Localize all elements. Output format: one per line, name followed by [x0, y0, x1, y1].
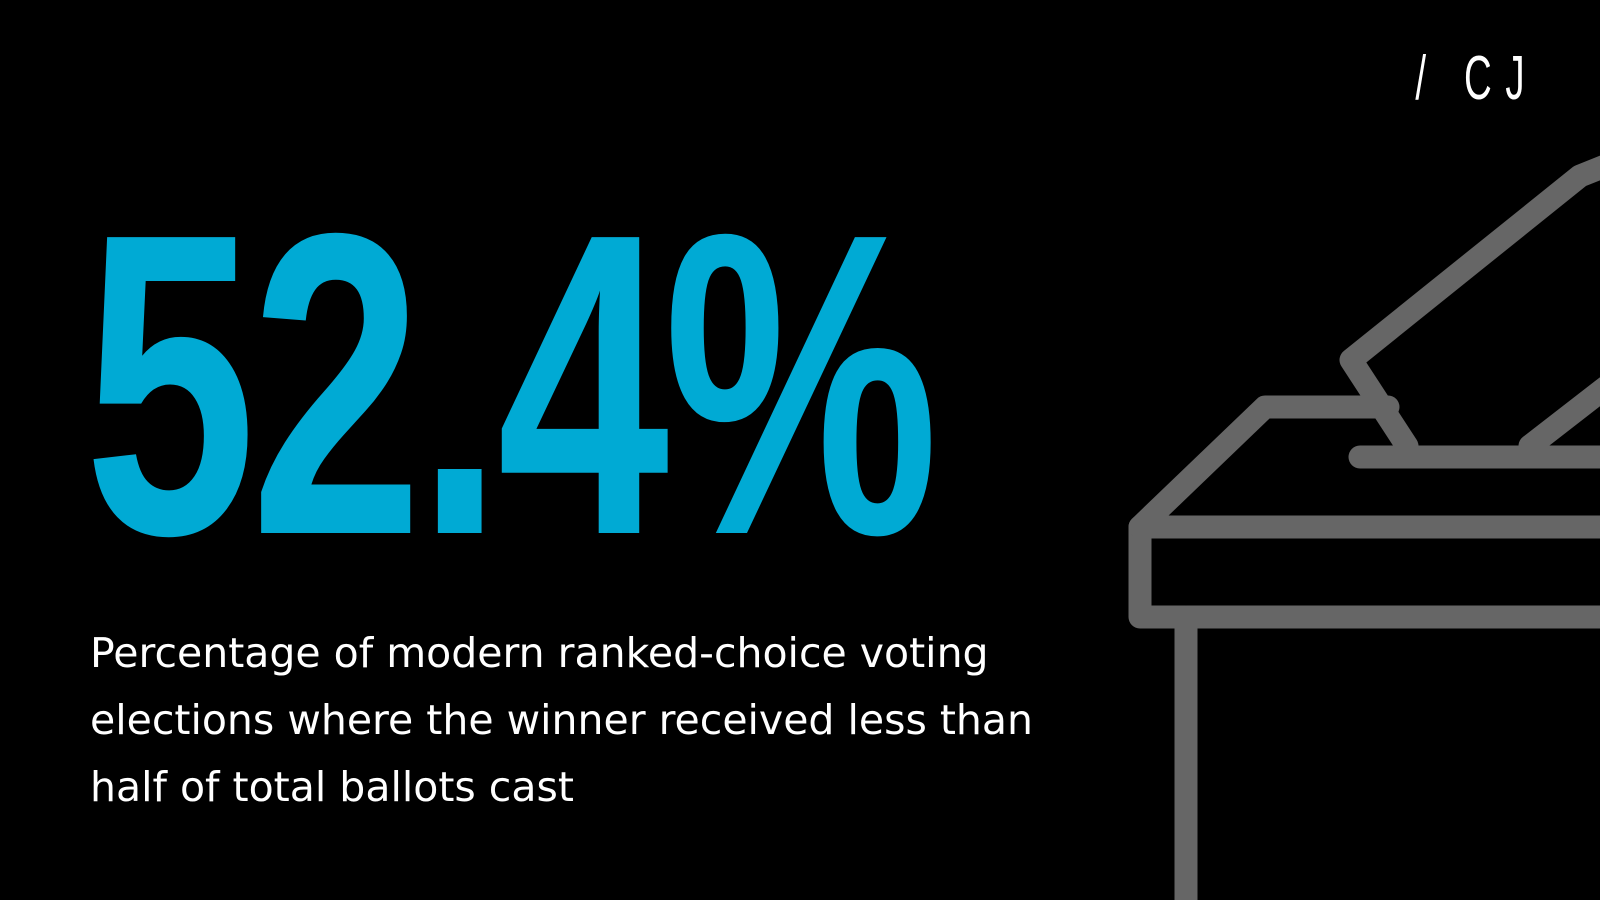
- statistic-caption: Percentage of modern ranked-choice votin…: [90, 629, 1034, 811]
- headline-statistic: 52.4%: [84, 145, 939, 625]
- ballot-card-right-edge: [1518, 377, 1600, 458]
- ballot-card-left-edge: [1339, 155, 1600, 458]
- box-lid: [1128, 395, 1600, 629]
- brand-logo: / CJ: [1415, 44, 1538, 113]
